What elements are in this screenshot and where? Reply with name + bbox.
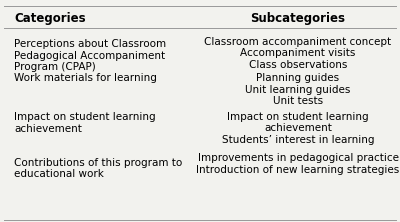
Text: Categories: Categories (14, 12, 86, 25)
Text: Class observations: Class observations (249, 60, 347, 70)
Text: Contributions of this program to: Contributions of this program to (14, 158, 182, 168)
Text: Impact on student learning
achievement: Impact on student learning achievement (227, 112, 369, 133)
Text: Improvements in pedagogical practice: Improvements in pedagogical practice (198, 153, 398, 163)
Text: Planning guides: Planning guides (256, 73, 340, 83)
Text: Subcategories: Subcategories (250, 12, 346, 25)
Text: Impact on student learning: Impact on student learning (14, 112, 156, 122)
Text: Unit learning guides: Unit learning guides (245, 85, 351, 95)
Text: Program (CPAP): Program (CPAP) (14, 62, 96, 72)
Text: educational work: educational work (14, 169, 104, 179)
Text: Accompaniment visits: Accompaniment visits (240, 48, 356, 58)
Text: Work materials for learning: Work materials for learning (14, 73, 157, 83)
Text: Classroom accompaniment concept: Classroom accompaniment concept (204, 37, 392, 47)
Text: Unit tests: Unit tests (273, 96, 323, 106)
Text: achievement: achievement (14, 124, 82, 134)
Text: Introduction of new learning strategies: Introduction of new learning strategies (196, 165, 400, 175)
Text: Perceptions about Classroom: Perceptions about Classroom (14, 39, 166, 49)
Text: Students’ interest in learning: Students’ interest in learning (222, 135, 374, 145)
Text: Pedagogical Accompaniment: Pedagogical Accompaniment (14, 51, 165, 61)
